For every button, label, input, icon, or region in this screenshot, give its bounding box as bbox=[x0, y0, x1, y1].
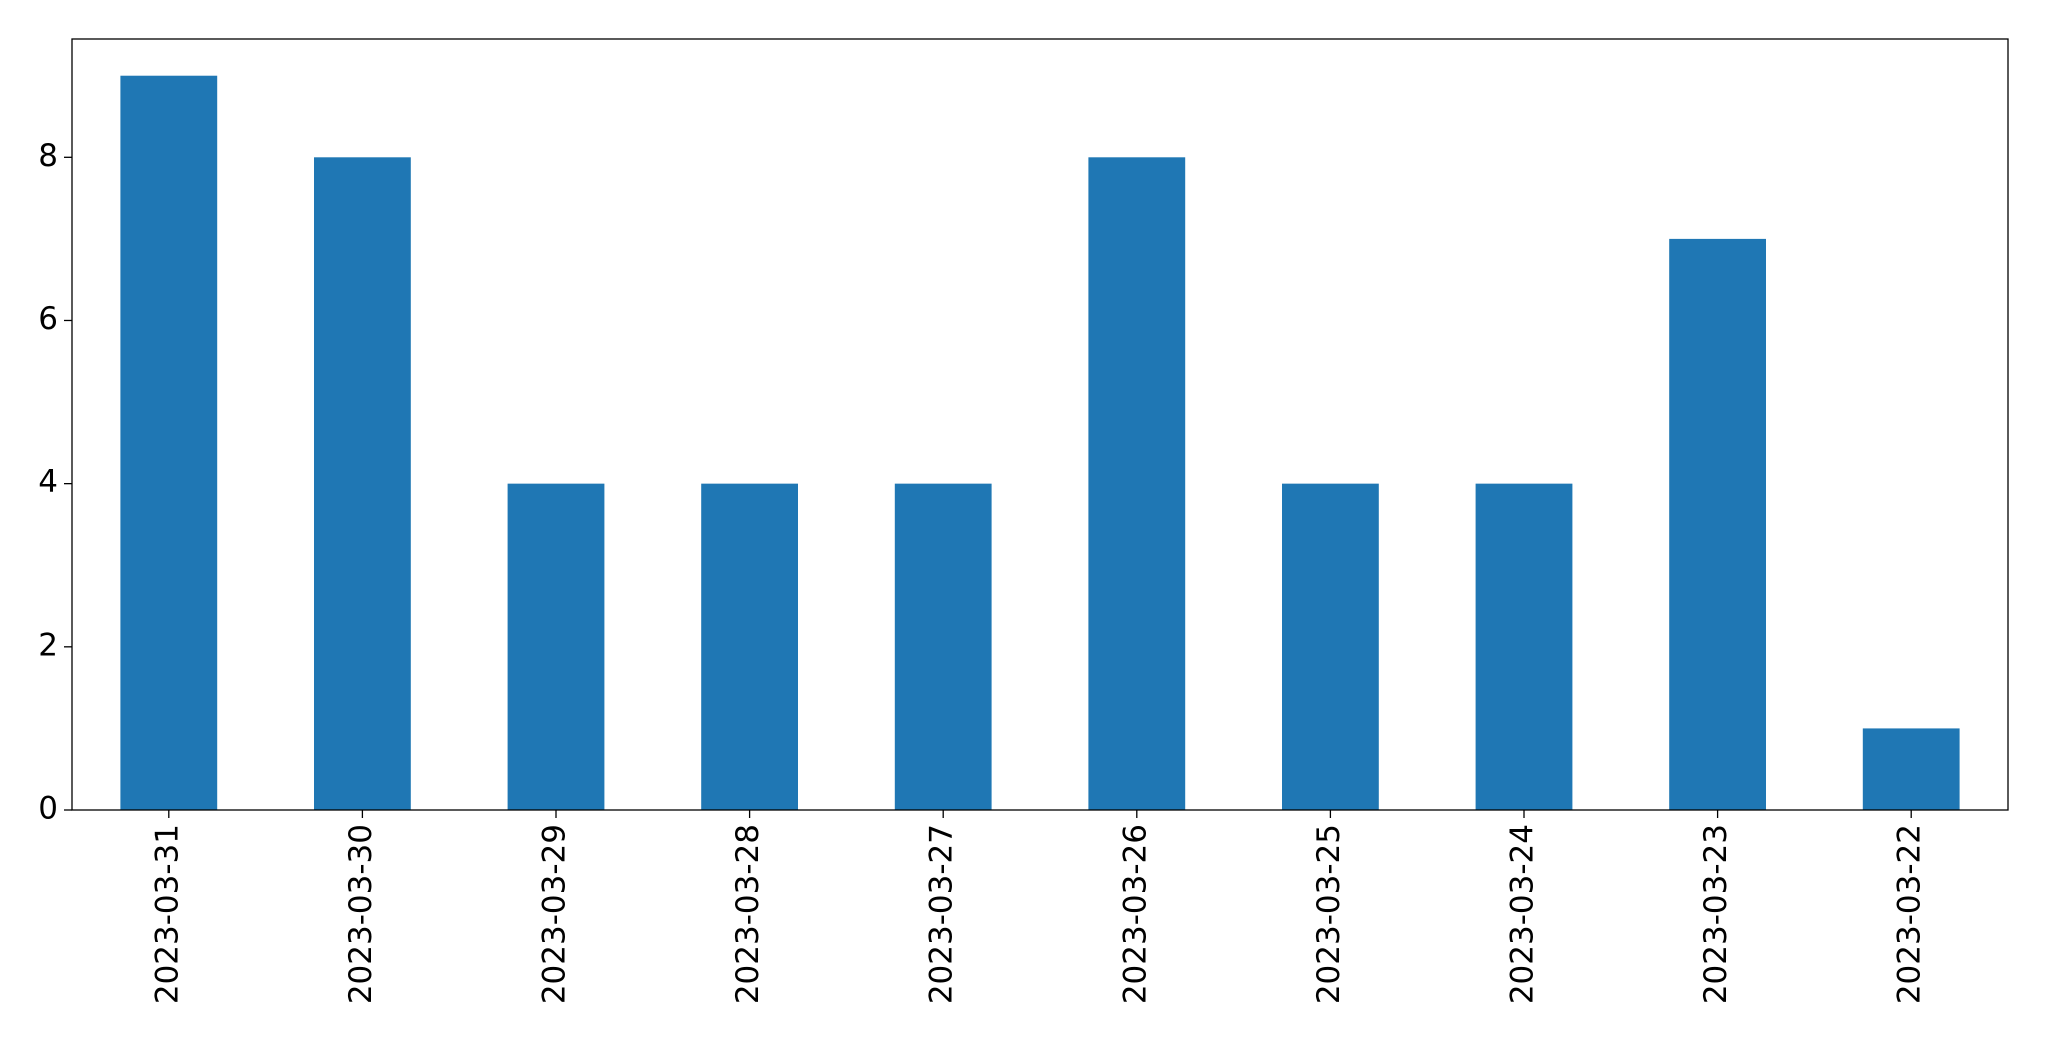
bar bbox=[1475, 483, 1573, 810]
y-tick-label: 2 bbox=[38, 627, 58, 663]
x-tick-label: 2023-03-30 bbox=[343, 824, 379, 1004]
y-tick-label: 6 bbox=[38, 301, 58, 337]
bar bbox=[894, 483, 992, 810]
x-tick-label: 2023-03-25 bbox=[1311, 824, 1347, 1004]
y-tick-label: 4 bbox=[38, 464, 58, 500]
bar bbox=[507, 483, 605, 810]
bar bbox=[1862, 728, 1960, 810]
plot-frame bbox=[71, 38, 2009, 811]
x-tick-label: 2023-03-23 bbox=[1698, 824, 1734, 1004]
bar bbox=[314, 157, 411, 811]
bar bbox=[120, 75, 218, 810]
x-tick-label: 2023-03-26 bbox=[1117, 824, 1153, 1004]
y-tick-label: 8 bbox=[38, 138, 58, 174]
x-tick-label: 2023-03-27 bbox=[924, 824, 960, 1004]
x-tick-label: 2023-03-29 bbox=[537, 824, 573, 1004]
bar bbox=[1282, 483, 1379, 810]
x-tick-label: 2023-03-28 bbox=[730, 824, 766, 1004]
bar bbox=[701, 483, 798, 810]
x-tick-label: 2023-03-22 bbox=[1892, 824, 1928, 1004]
y-tick-label: 0 bbox=[38, 791, 58, 827]
x-tick-label: 2023-03-31 bbox=[149, 824, 185, 1004]
bar bbox=[1669, 238, 1766, 810]
bar bbox=[1088, 157, 1186, 811]
x-tick-label: 2023-03-24 bbox=[1505, 824, 1541, 1004]
